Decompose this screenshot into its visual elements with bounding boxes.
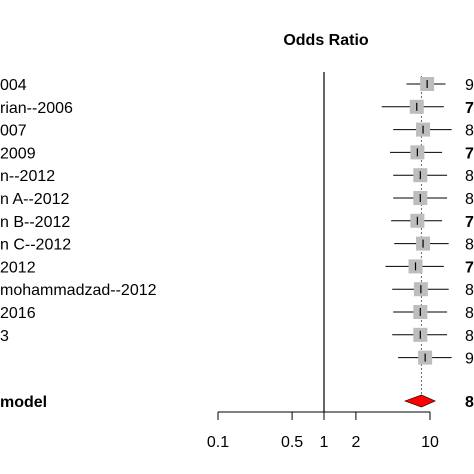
- study-row: n--2012 8: [0, 168, 474, 185]
- study-row: 2016 8: [0, 305, 474, 322]
- chart-title: Odds Ratio: [283, 32, 369, 49]
- study-value: 8: [465, 237, 474, 254]
- x-tick-label: 0.1: [207, 434, 229, 451]
- study-value: 7: [465, 145, 474, 162]
- study-row: 9: [398, 350, 474, 368]
- study-row: 004 9: [0, 77, 474, 94]
- study-value: 7: [465, 259, 474, 276]
- study-row: n C--2012 8: [0, 236, 474, 254]
- study-label: rian--2006: [0, 100, 73, 117]
- study-label: 2016: [0, 305, 36, 322]
- study-value: 8: [465, 328, 474, 345]
- study-label: n A--2012: [0, 191, 69, 208]
- study-row: 2012 7: [0, 259, 474, 276]
- study-row: rian--2006 7: [0, 99, 474, 117]
- study-value: 7: [465, 214, 474, 231]
- study-label: 2009: [0, 145, 36, 162]
- study-value: 8: [465, 191, 474, 208]
- pooled-row: model 8: [0, 394, 474, 411]
- study-value: 8: [465, 282, 474, 299]
- study-row: 2009 7: [0, 145, 474, 162]
- study-value: 9: [465, 351, 474, 368]
- x-axis: 0.1 0.5 1 2 10: [207, 411, 439, 451]
- study-label: n--2012: [0, 168, 55, 185]
- x-tick-label: 10: [421, 434, 439, 451]
- study-row: n A--2012 8: [0, 191, 474, 208]
- study-value: 7: [465, 100, 474, 117]
- study-value: 8: [465, 168, 474, 185]
- x-tick-label: 2: [351, 434, 360, 451]
- study-label: 3: [0, 328, 9, 345]
- study-value: 8: [465, 123, 474, 140]
- x-tick-label: 1: [320, 434, 329, 451]
- pooled-label: model: [0, 394, 47, 411]
- study-value: 8: [465, 305, 474, 322]
- pooled-value: 8: [465, 394, 474, 411]
- pooled-diamond: [404, 394, 436, 408]
- study-label: 007: [0, 123, 27, 140]
- x-tick-label: 0.5: [281, 434, 303, 451]
- study-label: n B--2012: [0, 214, 70, 231]
- study-value: 9: [465, 77, 474, 94]
- study-label: 2012: [0, 259, 36, 276]
- study-row: n B--2012 7: [0, 213, 474, 231]
- study-row: mohammadzad--2012 8: [0, 282, 474, 299]
- study-label: n C--2012: [0, 237, 71, 254]
- study-label: 004: [0, 77, 27, 94]
- study-row: 007 8: [0, 122, 474, 140]
- study-label: mohammadzad--2012: [0, 282, 157, 299]
